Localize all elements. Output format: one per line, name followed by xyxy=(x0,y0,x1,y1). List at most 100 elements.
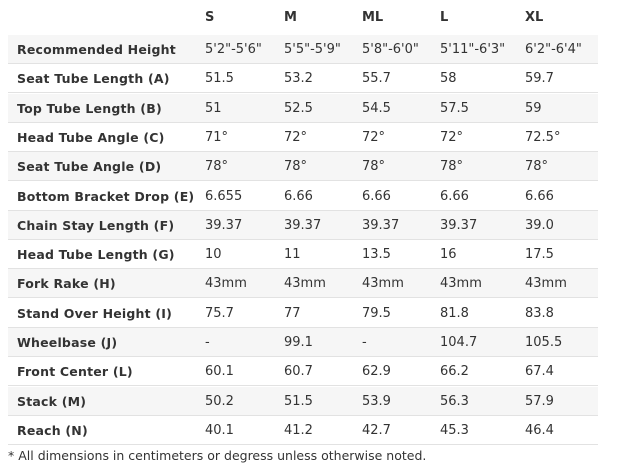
table-row: Bottom Bracket Drop (E) 6.655 6.66 6.66 6.66… xyxy=(8,182,598,211)
cell-value: 43mm xyxy=(205,276,247,292)
table-row: Front Center (L) 60.1 60.7 62.9 66.2 67.4 xyxy=(8,357,598,387)
row-label: Fork Rake (H) xyxy=(17,276,116,292)
cell-value: 43mm xyxy=(525,276,567,292)
row-label: Bottom Bracket Drop (E) xyxy=(17,188,195,204)
table-row: Wheelbase (J) - 99.1 - 104.7 105.5 xyxy=(8,328,598,357)
cell-value: 13.5 xyxy=(362,247,391,263)
row-label: Head Tube Angle (C) xyxy=(17,129,165,145)
row-label: Top Tube Length (B) xyxy=(17,100,162,116)
cell-value: 78° xyxy=(205,159,229,175)
cell-value: - xyxy=(205,335,210,350)
table-row: Stand Over Height (I) 75.7 77 79.5 81.8 83.8 xyxy=(8,299,598,328)
table-row: Fork Rake (H) 43mm 43mm 43mm 43mm 43mm xyxy=(8,269,598,299)
cell-value: 71° xyxy=(205,129,229,145)
cell-value: 75.7 xyxy=(205,305,234,321)
cell-value: 39.37 xyxy=(362,217,400,233)
cell-value: 72° xyxy=(284,129,308,145)
cell-value: 43mm xyxy=(284,276,326,292)
cell-value: 78° xyxy=(440,159,464,175)
cell-value: 39.37 xyxy=(440,217,478,233)
cell-value: 59.7 xyxy=(525,71,554,87)
row-label: Seat Tube Length (A) xyxy=(17,71,170,87)
cell-value: 5'8"-6'0" xyxy=(362,42,419,57)
cell-value: 54.5 xyxy=(362,100,391,116)
cell-value: 50.2 xyxy=(205,393,234,409)
column-header: S xyxy=(205,10,215,25)
row-label: Front Center (L) xyxy=(17,364,133,380)
cell-value: 17.5 xyxy=(525,247,554,263)
cell-value: 60.1 xyxy=(205,364,234,380)
row-label: Head Tube Length (G) xyxy=(17,247,175,263)
cell-value: 78° xyxy=(525,159,549,175)
cell-value: 105.5 xyxy=(525,335,563,350)
cell-value: 40.1 xyxy=(205,422,234,438)
cell-value: 62.9 xyxy=(362,364,391,380)
cell-value: 46.4 xyxy=(525,422,554,438)
cell-value: 53.9 xyxy=(362,393,391,409)
cell-value: 59 xyxy=(525,100,542,116)
cell-value: 10 xyxy=(205,247,222,263)
table-row: Stack (M) 50.2 51.5 53.9 56.3 57.9 xyxy=(8,386,598,416)
header-row: S M ML L XL xyxy=(8,6,598,36)
cell-value: 5'11"-6'3" xyxy=(440,42,506,57)
cell-value: 81.8 xyxy=(440,305,469,321)
row-label: Chain Stay Length (F) xyxy=(17,217,175,233)
table-row: Seat Tube Length (A) 51.5 53.2 55.7 58 59.7 xyxy=(8,64,598,94)
row-label: Recommended Height xyxy=(17,42,176,57)
column-header: M xyxy=(284,10,297,25)
cell-value: 16 xyxy=(440,247,457,263)
footnote: * All dimensions in centimeters or degre… xyxy=(8,448,427,463)
cell-value: 67.4 xyxy=(525,364,554,380)
cell-value: 60.7 xyxy=(284,364,313,380)
cell-value: 72° xyxy=(362,129,386,145)
cell-value: 6.66 xyxy=(284,188,313,204)
table-row: Chain Stay Length (F) 39.37 39.37 39.37 39.3… xyxy=(8,210,598,240)
table-row: Head Tube Length (G) 10 11 13.5 16 17.5 xyxy=(8,240,598,270)
cell-value: 51 xyxy=(205,100,222,116)
cell-value: 42.7 xyxy=(362,422,391,438)
cell-value: 51.5 xyxy=(284,393,313,409)
cell-value: 6'2"-6'4" xyxy=(525,42,582,57)
cell-value: 79.5 xyxy=(362,305,391,321)
cell-value: 52.5 xyxy=(284,100,313,116)
cell-value: 43mm xyxy=(362,276,404,292)
row-label: Reach (N) xyxy=(17,422,88,438)
table-row: Seat Tube Angle (D) 78° 78° 78° 78° 78° xyxy=(8,152,598,182)
cell-value: 45.3 xyxy=(440,422,469,438)
cell-value: 43mm xyxy=(440,276,482,292)
column-header: L xyxy=(440,10,449,25)
cell-value: 78° xyxy=(284,159,308,175)
row-label: Stack (M) xyxy=(17,393,87,409)
cell-value: 72.5° xyxy=(525,129,561,145)
cell-value: 104.7 xyxy=(440,335,478,350)
cell-value: 11 xyxy=(284,247,301,263)
table-row: Reach (N) 40.1 41.2 42.7 45.3 46.4 xyxy=(8,416,598,445)
table-row: Head Tube Angle (C) 71° 72° 72° 72° 72.5° xyxy=(8,123,598,152)
cell-value: 83.8 xyxy=(525,305,554,321)
cell-value: 99.1 xyxy=(284,335,313,350)
cell-value: 6.66 xyxy=(525,188,554,204)
cell-value: 55.7 xyxy=(362,71,391,87)
cell-value: 6.66 xyxy=(362,188,391,204)
cell-value: 39.37 xyxy=(284,217,322,233)
cell-value: 51.5 xyxy=(205,71,234,87)
cell-value: 58 xyxy=(440,71,457,87)
cell-value: 39.37 xyxy=(205,217,243,233)
row-label: Seat Tube Angle (D) xyxy=(17,159,162,175)
row-label: Wheelbase (J) xyxy=(17,335,118,350)
cell-value: 57.5 xyxy=(440,100,469,116)
cell-value: 5'5"-5'9" xyxy=(284,42,341,57)
column-header: ML xyxy=(362,10,384,25)
column-header: XL xyxy=(525,10,544,25)
cell-value: 78° xyxy=(362,159,386,175)
cell-value: 72° xyxy=(440,129,464,145)
cell-value: 77 xyxy=(284,305,301,321)
cell-value: 41.2 xyxy=(284,422,313,438)
cell-value: 5'2"-5'6" xyxy=(205,42,262,57)
cell-value: 53.2 xyxy=(284,71,313,87)
cell-value: 6.66 xyxy=(440,188,469,204)
table-row: Top Tube Length (B) 51 52.5 54.5 57.5 59 xyxy=(8,93,598,123)
row-label: Stand Over Height (I) xyxy=(17,305,173,321)
cell-value: 56.3 xyxy=(440,393,469,409)
